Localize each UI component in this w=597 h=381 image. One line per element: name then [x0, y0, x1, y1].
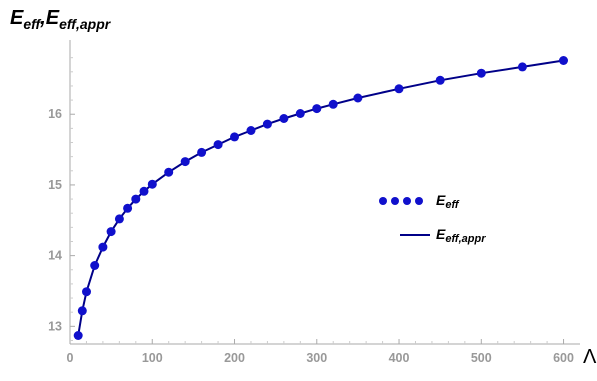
- data-point-eff: [476, 68, 486, 78]
- y-tick-label: 15: [48, 178, 62, 192]
- data-point-eff: [435, 75, 445, 85]
- x-tick-label: 400: [389, 351, 410, 365]
- ticks-layer: 0 100 200 300 400 500 600 13 14 15 16: [48, 57, 574, 365]
- x-tick-label: 600: [553, 351, 574, 365]
- data-point-eff: [147, 179, 157, 189]
- data-point-eff: [279, 114, 289, 123]
- data-point-eff: [312, 104, 322, 114]
- x-tick-label: 100: [142, 351, 163, 365]
- data-point-eff: [98, 242, 108, 252]
- data-point-eff: [131, 194, 141, 204]
- data-point-eff: [90, 261, 100, 270]
- legend: Eeff Eeff,appr: [379, 192, 486, 245]
- legend-marker-dot: [391, 197, 399, 205]
- x-tick-label: 300: [306, 351, 327, 365]
- legend-label-eff: Eeff: [436, 192, 460, 211]
- data-point-eff: [123, 203, 133, 213]
- line-layer: [77, 59, 564, 336]
- x-tick-label: 200: [224, 351, 245, 365]
- x-axis-title: Λ: [583, 346, 597, 368]
- data-point-eff: [213, 140, 223, 150]
- data-point-eff: [197, 147, 207, 157]
- data-point-eff: [246, 126, 256, 135]
- x-tick-label: 0: [67, 351, 74, 365]
- data-point-eff: [139, 186, 149, 196]
- legend-marker-dot: [415, 197, 423, 205]
- y-tick-label: 16: [48, 107, 62, 121]
- data-point-eff: [328, 99, 338, 109]
- y-tick-label: 13: [48, 319, 62, 333]
- y-axis-title: Eeff,Eeff,appr: [10, 7, 112, 32]
- series-line-eff-appr: [77, 59, 564, 336]
- data-point-eff: [164, 167, 174, 177]
- data-point-eff: [180, 157, 190, 167]
- data-point-eff: [394, 84, 404, 94]
- data-point-eff: [77, 306, 87, 316]
- data-point-eff: [114, 214, 124, 224]
- data-point-eff: [353, 93, 363, 103]
- data-point-eff: [559, 56, 568, 65]
- data-point-eff: [295, 109, 305, 118]
- x-tick-label: 500: [471, 351, 492, 365]
- legend-label-eff-appr: Eeff,appr: [436, 226, 486, 245]
- data-point-eff: [106, 227, 116, 237]
- y-tick-label: 14: [48, 249, 62, 263]
- legend-marker-dot: [379, 197, 387, 205]
- data-point-eff: [517, 62, 527, 72]
- data-point-eff: [262, 119, 272, 129]
- data-point-eff: [73, 331, 83, 340]
- data-point-eff: [82, 287, 91, 297]
- points-layer: [73, 56, 568, 340]
- data-point-eff: [230, 132, 239, 142]
- legend-marker-dot: [403, 197, 411, 205]
